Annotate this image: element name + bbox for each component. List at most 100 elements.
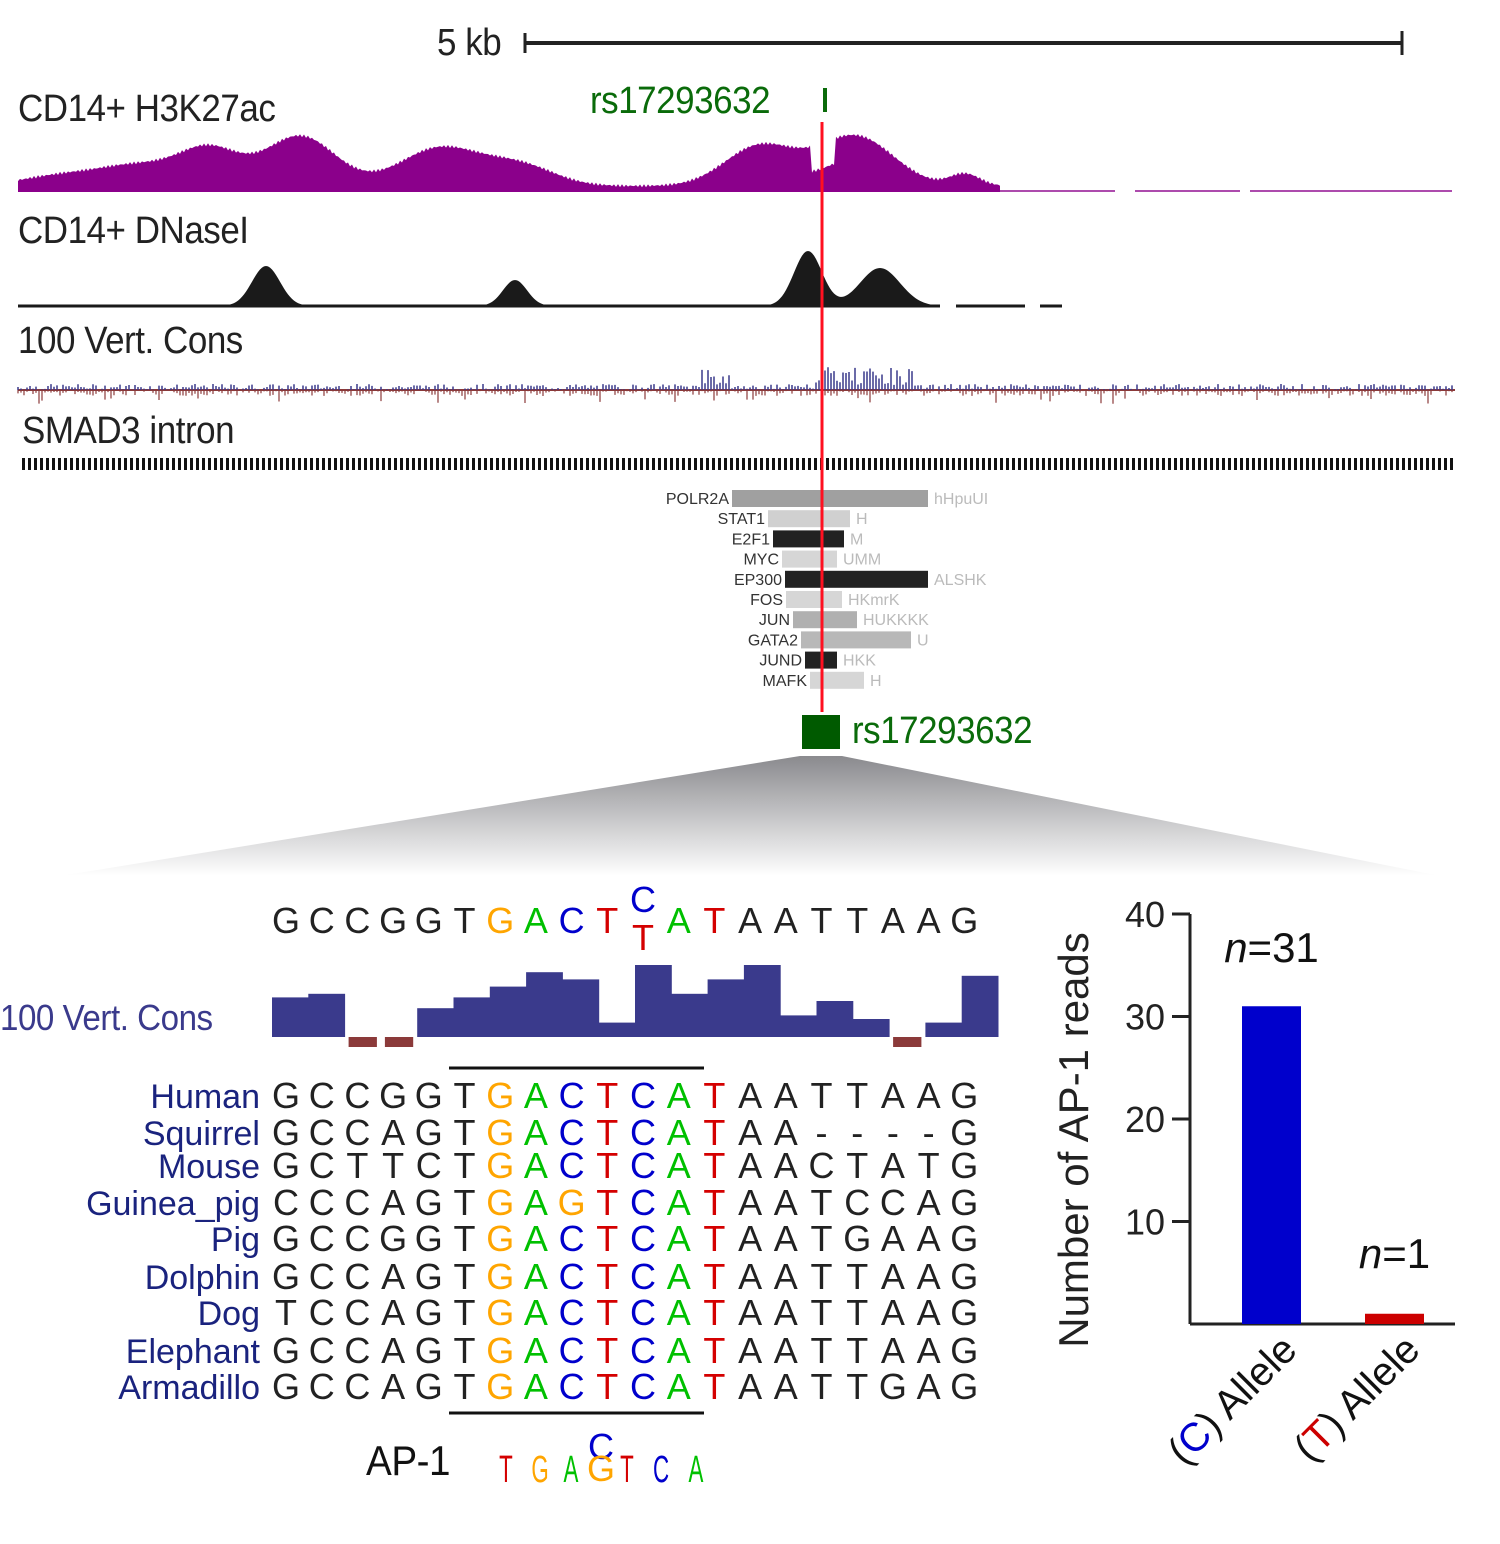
aligned-base: A — [667, 1075, 691, 1116]
tf-row-fos: FOS HKmrK — [750, 591, 900, 609]
aligned-base: C — [273, 1182, 299, 1223]
aligned-base: G — [272, 1256, 300, 1297]
aligned-base: T — [703, 1256, 725, 1297]
aligned-base: T — [454, 1256, 476, 1297]
bar-annotation: n=31 — [1224, 924, 1319, 971]
y-tick-label: 20 — [1125, 1099, 1165, 1140]
aligned-base: A — [524, 1292, 548, 1333]
aligned-base: A — [381, 1330, 405, 1371]
aligned-base: C — [309, 1366, 335, 1407]
tf-row-polr2a: POLR2A hHpuUI — [666, 490, 988, 508]
aligned-base: A — [917, 1182, 941, 1223]
aligned-base: A — [524, 1256, 548, 1297]
aligned-base: C — [559, 1112, 585, 1153]
aligned-base: A — [738, 1366, 762, 1407]
reference-base: A — [524, 900, 548, 941]
aligned-base: G — [950, 1145, 978, 1186]
aligned-base: A — [667, 1112, 691, 1153]
aligned-base: A — [917, 1075, 941, 1116]
aligned-base: T — [596, 1075, 618, 1116]
species-name: Mouse — [158, 1148, 260, 1186]
aligned-base: A — [774, 1182, 798, 1223]
aligned-base: G — [272, 1330, 300, 1371]
motif-letter: T — [620, 1448, 634, 1491]
snp-tick-mark — [823, 88, 827, 112]
aligned-base: G — [379, 1075, 407, 1116]
conservation-bar-negative — [893, 1037, 922, 1047]
zoom-conservation-plot — [272, 965, 999, 1047]
aligned-base: A — [667, 1218, 691, 1259]
tf-cell-lines: HUKKKK — [863, 612, 929, 629]
aligned-base: G — [486, 1292, 514, 1333]
aligned-base: T — [703, 1292, 725, 1333]
zoom-conservation-label: 100 Vert. Cons — [0, 997, 213, 1038]
aligned-base: C — [559, 1145, 585, 1186]
aligned-base: C — [844, 1182, 870, 1223]
tf-row-jund: JUND HKK — [759, 651, 876, 670]
species-name: Dog — [198, 1295, 260, 1333]
aligned-base: T — [811, 1182, 833, 1223]
snp-label-bottom: rs17293632 — [852, 710, 1033, 752]
aligned-base: G — [415, 1330, 443, 1371]
snp-ref-allele: C — [630, 879, 656, 920]
aligned-base: T — [454, 1075, 476, 1116]
aligned-base: C — [630, 1366, 656, 1407]
aligned-base: A — [381, 1292, 405, 1333]
aligned-base: - — [887, 1112, 899, 1153]
motif-letter: G — [531, 1448, 548, 1491]
aligned-base: G — [415, 1075, 443, 1116]
aligned-base: C — [559, 1256, 585, 1297]
dnase-signal — [18, 250, 940, 306]
reference-base: T — [703, 900, 725, 941]
aligned-base: G — [486, 1366, 514, 1407]
aligned-base: C — [630, 1075, 656, 1116]
conservation-bar — [598, 1022, 636, 1037]
dnase-signal-track — [18, 250, 1062, 308]
aligned-base: A — [524, 1218, 548, 1259]
aligned-base: G — [950, 1112, 978, 1153]
aligned-base: A — [738, 1330, 762, 1371]
reference-base: A — [774, 900, 798, 941]
aligned-base: A — [881, 1330, 905, 1371]
species-name: Elephant — [126, 1333, 261, 1371]
aligned-base: C — [630, 1256, 656, 1297]
tf-name: JUND — [759, 653, 802, 670]
aligned-base: C — [344, 1075, 370, 1116]
aligned-base: C — [416, 1145, 442, 1186]
motif-label: AP-1 — [366, 1437, 451, 1484]
conservation-bar — [961, 975, 999, 1037]
conservation-bar — [925, 1022, 963, 1037]
conservation-bar — [308, 993, 346, 1037]
aligned-base: T — [454, 1218, 476, 1259]
motif-letter: T — [499, 1448, 513, 1491]
reference-base: A — [881, 900, 905, 941]
aligned-base: G — [415, 1256, 443, 1297]
aligned-base: C — [309, 1112, 335, 1153]
aligned-base: T — [846, 1256, 868, 1297]
aligned-base: C — [630, 1292, 656, 1333]
aligned-base: T — [846, 1330, 868, 1371]
aligned-base: C — [344, 1292, 370, 1333]
aligned-base: A — [667, 1145, 691, 1186]
aligned-base: C — [559, 1292, 585, 1333]
aligned-base: T — [703, 1145, 725, 1186]
tf-bar — [732, 490, 928, 507]
aligned-base: G — [415, 1366, 443, 1407]
reference-base: G — [415, 900, 443, 941]
aligned-base: T — [846, 1145, 868, 1186]
aligned-base: T — [454, 1145, 476, 1186]
species-name: Dolphin — [145, 1259, 260, 1297]
conservation-bar — [417, 1008, 454, 1037]
aligned-base: T — [811, 1292, 833, 1333]
tf-row-gata2: GATA2 U — [748, 631, 929, 649]
aligned-base: A — [881, 1256, 905, 1297]
reference-base: T — [811, 900, 833, 941]
alignment-row: Elephant G C C A G T G A C T C A T A A T T A A G — [126, 1330, 979, 1371]
aligned-base: T — [811, 1330, 833, 1371]
aligned-base: A — [774, 1330, 798, 1371]
alignment-row: Human G C C G G T G A C T C A T A A T T A A G — [150, 1075, 978, 1116]
aligned-base: A — [738, 1218, 762, 1259]
aligned-base: A — [738, 1112, 762, 1153]
